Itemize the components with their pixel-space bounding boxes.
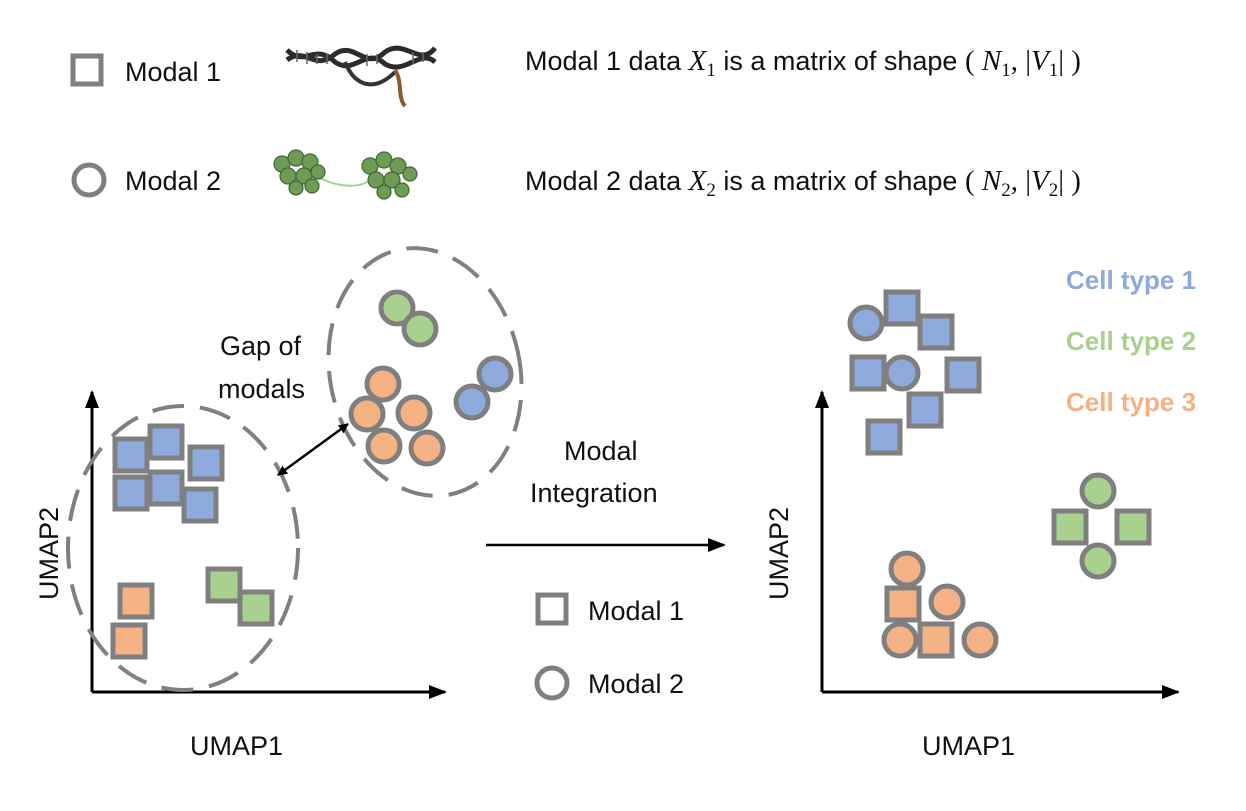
cell-type-2-label: Cell type 2: [1066, 326, 1196, 356]
gap-double-arrow: [277, 422, 349, 477]
modal1-square-cell-type-2: [205, 566, 243, 604]
cell-type-legend: Cell type 1 Cell type 2 Cell type 3: [1066, 265, 1196, 417]
modal1-square-cell-type-1: [865, 418, 903, 456]
modal1-label: Modal 1: [125, 57, 221, 87]
modal2-circle-cell-type-3: [961, 621, 999, 659]
modal2-circle-cell-type-3: [881, 621, 919, 659]
gap-label-line2: modals: [218, 374, 305, 404]
modal1-cluster-boundary: [66, 404, 300, 692]
left-markers: [110, 289, 514, 660]
modal1-square-cell-type-3: [917, 621, 955, 659]
modal1-square-cell-type-1: [944, 356, 982, 394]
modal2-circle-cell-type-3: [888, 550, 926, 588]
legend-modal1-label: Modal 1: [588, 596, 684, 626]
dna-icon: [285, 45, 437, 108]
chromatin-icon: [273, 149, 418, 200]
modal2-circle-cell-type-1: [847, 304, 885, 342]
legend-modal2-circle: [534, 665, 570, 701]
modal2-circle-cell-type-1: [453, 383, 491, 421]
gap-label-line1: Gap of: [220, 331, 302, 361]
right-markers: [847, 289, 1152, 659]
modal2-label: Modal 2: [125, 166, 221, 196]
modal1-square-marker: [70, 53, 104, 87]
modal1-square-cell-type-2: [1051, 508, 1089, 546]
legend-modal1-square: [535, 592, 569, 626]
cell-type-3-label: Cell type 3: [1066, 387, 1196, 417]
modal2-circle-cell-type-2: [1079, 542, 1117, 580]
modal2-circle-cell-type-1: [883, 354, 921, 392]
modal1-square-cell-type-1: [883, 289, 921, 327]
legend-modal2-label: Modal 2: [588, 669, 684, 699]
modal1-square-cell-type-1: [906, 391, 944, 429]
right-plot: UMAP1 UMAP2: [764, 289, 1180, 761]
modal1-square-cell-type-3: [884, 585, 922, 623]
modal2-circle-cell-type-3: [395, 394, 433, 432]
cell-type-1-label: Cell type 1: [1066, 265, 1196, 295]
modal1-square-cell-type-2: [1114, 508, 1152, 546]
modal1-square-cell-type-3: [110, 622, 148, 660]
modal1-square-cell-type-1: [187, 444, 225, 482]
modal1-square-cell-type-1: [849, 354, 887, 392]
header-modal2-row: Modal 2 Modal 2 data X2 is a matrix of s…: [71, 149, 1081, 201]
modal2-circle-marker: [71, 162, 107, 198]
modal2-circle-cell-type-2: [401, 310, 439, 348]
integration-section: Modal Integration Modal 1 Modal 2: [486, 436, 726, 701]
right-xlabel: UMAP1: [922, 731, 1015, 761]
modal1-square-cell-type-1: [147, 423, 185, 461]
modal2-circle-cell-type-3: [408, 429, 446, 467]
modal2-circle-cell-type-3: [348, 395, 386, 433]
modal2-circle-cell-type-3: [365, 427, 403, 465]
modal1-square-cell-type-1: [181, 486, 219, 524]
modal1-square-cell-type-3: [117, 582, 155, 620]
modal2-circle-cell-type-2: [378, 289, 416, 327]
modal2-cluster-boundary: [326, 246, 524, 498]
modal1-square-cell-type-2: [237, 589, 275, 627]
right-ylabel: UMAP2: [764, 507, 794, 600]
modal1-square-cell-type-1: [112, 436, 150, 474]
modal2-circle-cell-type-3: [928, 583, 966, 621]
modal1-description: Modal 1 data X1 is a matrix of shape ( N…: [525, 45, 1081, 81]
integration-label-line1: Modal: [564, 436, 638, 466]
header-modal1-row: Modal 1 Modal 1 data X1 is a matrix of s…: [70, 45, 1081, 108]
modal2-description: Modal 2 data X2 is a matrix of shape ( N…: [525, 165, 1081, 201]
modal1-square-cell-type-1: [112, 474, 150, 512]
left-xlabel: UMAP1: [190, 731, 283, 761]
left-ylabel: UMAP2: [34, 507, 64, 600]
modal2-circle-cell-type-2: [1079, 472, 1117, 510]
modal2-circle-cell-type-3: [364, 365, 402, 403]
modal1-square-cell-type-1: [917, 313, 955, 351]
integration-label-line2: Integration: [530, 478, 658, 508]
modal1-square-cell-type-1: [147, 469, 185, 507]
left-plot: UMAP1 UMAP2 Gap of modals: [34, 246, 524, 761]
modal2-circle-cell-type-1: [476, 355, 514, 393]
